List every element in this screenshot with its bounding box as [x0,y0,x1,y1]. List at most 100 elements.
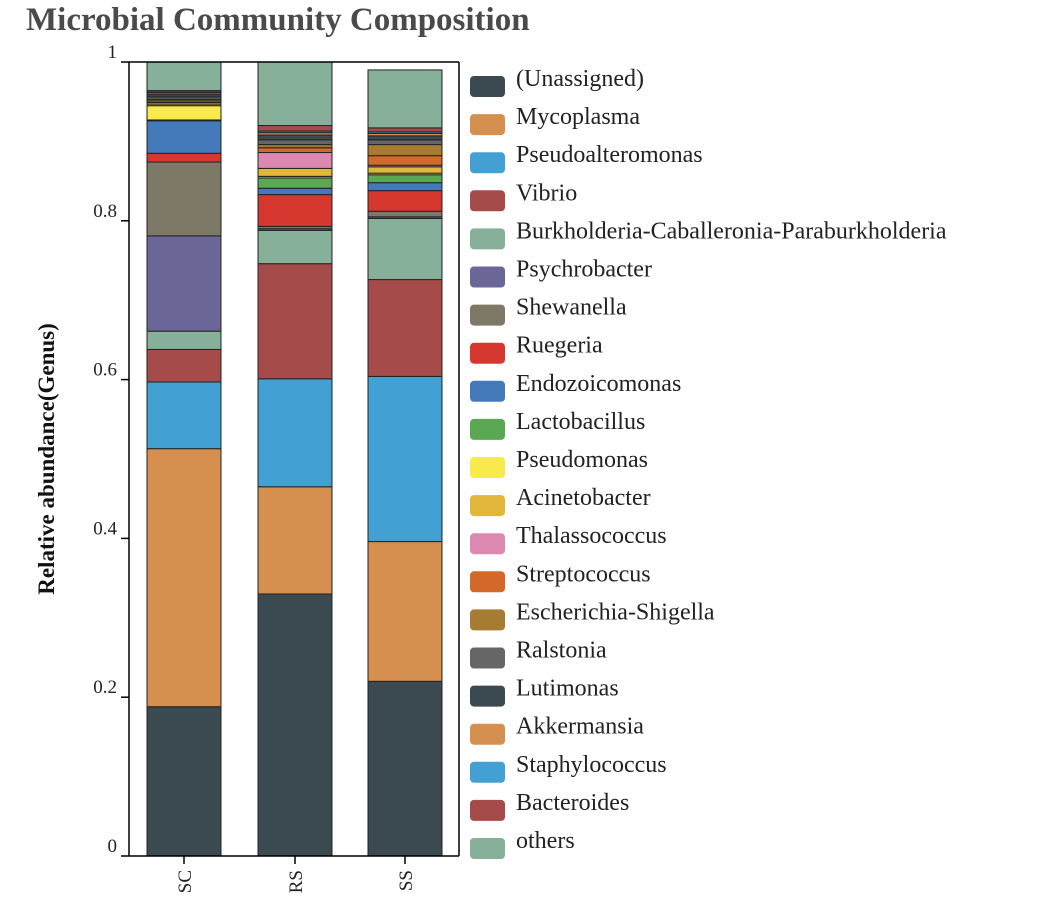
legend-label: Acinetobacter [516,485,651,511]
bar-segment-rs-19 [257,125,333,132]
bar-segment-ss-11 [367,166,443,174]
bar-segment-sc-1 [146,448,222,708]
bar-segment-rs-13 [257,147,333,154]
bar-segment-rs-4 [257,229,333,265]
bar-segment-rs-15 [257,139,333,146]
legend-swatch [470,114,505,136]
legend-swatch [470,228,505,250]
bar-segment-rs-16 [257,134,333,141]
bar-segment-sc-3 [146,348,222,383]
legend-item: Pseudomonas [470,447,648,478]
legend-swatch [470,495,505,517]
legend-label: Lactobacillus [516,409,645,435]
legend-label: Streptococcus [516,561,651,587]
bar-segment-sc-20 [146,61,222,92]
bar-segment-rs-11 [257,167,333,177]
legend-item: Escherichia-Shigella [470,599,715,631]
legend-label: Lutimonas [516,676,619,702]
legend-swatch [470,838,505,859]
legend-item: Streptococcus [470,561,651,593]
legend-label: Bacteroides [516,790,629,816]
bar-stack-sc [146,61,222,857]
legend-swatch [470,342,505,364]
legend-label: Thalassococcus [516,523,667,549]
bar-segment-sc-10 [146,105,222,121]
legend-swatch [470,304,505,326]
legend-swatch [470,266,505,288]
bar-segment-rs-7 [257,194,333,227]
legend-swatch [470,685,505,707]
legend-label: Pseudoalteromonas [516,142,703,168]
legend-swatch [470,609,505,631]
bar-segment-rs-2 [257,378,333,488]
bar-segment-ss-4 [367,217,443,281]
legend-item: Psychrobacter [470,257,652,288]
legend-label: Escherichia-Shigella [516,599,715,625]
bar-segment-ss-13 [367,155,443,166]
bar-segment-ss-9 [367,174,443,184]
legend-label: Ralstonia [516,638,607,664]
y-ticks: 0 0.2 0.4 0.6 0.8 1 [93,42,129,857]
legend-label: Akkermansia [516,714,644,740]
bar-segment-ss-2 [367,375,443,543]
bar-segment-rs-9 [257,177,333,189]
legend-swatch [470,647,505,669]
bar-segment-rs-20 [257,61,333,127]
legend-swatch [470,533,505,555]
legend-swatch [470,152,505,174]
legend: (Unassigned) Mycoplasma Pseudoalteromonas V… [470,66,947,859]
legend-item: Shewanella [470,295,627,326]
legend-label: Shewanella [516,295,627,321]
bar-segment-ss-16 [367,135,443,141]
legend-item: Ralstonia [470,638,607,669]
y-tick-label: 0.4 [93,518,117,539]
bar-stack-rs [257,61,333,857]
bar-segment-ss-20 [367,69,443,129]
bar-segment-sc-8 [146,120,222,154]
legend-item: others [470,828,575,859]
x-ticks: SC RS SS [175,856,417,893]
bar-segment-ss-0 [367,680,443,857]
legend-item: Thalassococcus [470,523,667,555]
legend-label: Mycoplasma [516,104,640,130]
legend-item: Mycoplasma [470,104,640,136]
legend-swatch [470,457,505,478]
legend-label: (Unassigned) [516,66,644,92]
bar-segment-ss-8 [367,182,443,192]
bar-segment-ss-14 [367,144,443,157]
bar-segment-ss-15 [367,139,443,146]
chart-title: Microbial Community Composition [26,2,530,38]
bar-segment-sc-6 [146,161,222,237]
x-tick-label: SC [175,870,196,893]
legend-swatch [470,571,505,593]
legend-label: Staphylococcus [516,752,667,778]
bar-segment-ss-1 [367,541,443,682]
legend-swatch [470,723,505,745]
y-tick-label: 0.2 [93,677,117,698]
bar-segment-rs-0 [257,593,333,857]
legend-item: Endozoicomonas [470,371,681,402]
bar-segment-sc-7 [146,152,222,163]
legend-item: Ruegeria [470,333,603,364]
y-tick-label: 0 [108,836,118,857]
x-tick-label: RS [286,870,307,893]
legend-swatch [470,380,505,402]
legend-item: Lutimonas [470,676,619,707]
bar-segment-rs-12 [257,152,333,169]
legend-swatch [470,76,505,97]
legend-label: others [516,828,575,854]
legend-item: (Unassigned) [470,66,644,97]
legend-label: Vibrio [516,180,577,206]
bar-segment-ss-7 [367,190,443,212]
legend-swatch [470,761,505,783]
bar-segment-sc-4 [146,330,222,350]
y-tick-label: 0.8 [93,201,117,222]
bar-segment-sc-2 [146,381,222,450]
y-axis-label: Relative abundance(Genus) [34,323,59,595]
legend-swatch [470,418,505,440]
y-tick-label: 1 [108,42,118,63]
bars-layer [146,61,443,857]
legend-item: Akkermansia [470,714,644,745]
legend-item: Staphylococcus [470,752,667,783]
